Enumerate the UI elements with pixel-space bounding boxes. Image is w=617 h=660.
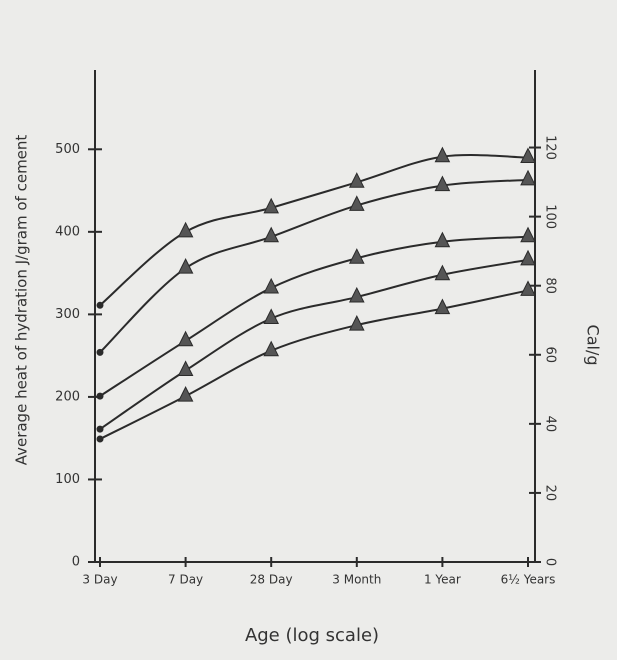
x-tick-label: 7 Day <box>168 573 203 587</box>
y2-tick-label: 80 <box>543 277 558 294</box>
y-tick-label: 100 <box>55 472 80 487</box>
y-tick-label: 400 <box>55 224 80 239</box>
y-tick-label: 200 <box>55 389 80 404</box>
y-tick-label: 300 <box>55 307 80 322</box>
x-tick-label: 28 Day <box>250 573 293 587</box>
x-axis-label: Age (log scale) <box>245 625 379 646</box>
y2-tick-label: 100 <box>543 204 558 229</box>
point-marker <box>97 349 104 356</box>
x-tick-label: 6½ Years <box>501 573 556 587</box>
y2-tick-label: 0 <box>543 558 558 566</box>
y2-tick-label: 40 <box>543 416 558 433</box>
y-tick-label: 500 <box>55 142 80 157</box>
chart: Average heat of hydration J/gram of ceme… <box>0 0 617 660</box>
y-tick-label: 0 <box>72 555 80 570</box>
y2-axis-label: Cal/g <box>584 325 603 366</box>
point-marker <box>97 302 104 309</box>
x-tick-label: 3 Month <box>332 573 381 587</box>
y2-tick-label: 120 <box>543 135 558 160</box>
point-marker <box>97 436 104 443</box>
y2-tick-label: 60 <box>543 346 558 363</box>
point-marker <box>97 393 104 400</box>
x-tick-label: 1 Year <box>424 573 461 587</box>
y-axis-label: Average heat of hydration J/gram of ceme… <box>13 135 31 466</box>
x-tick-label: 3 Day <box>82 573 117 587</box>
point-marker <box>97 426 104 433</box>
y2-tick-label: 20 <box>543 485 558 502</box>
